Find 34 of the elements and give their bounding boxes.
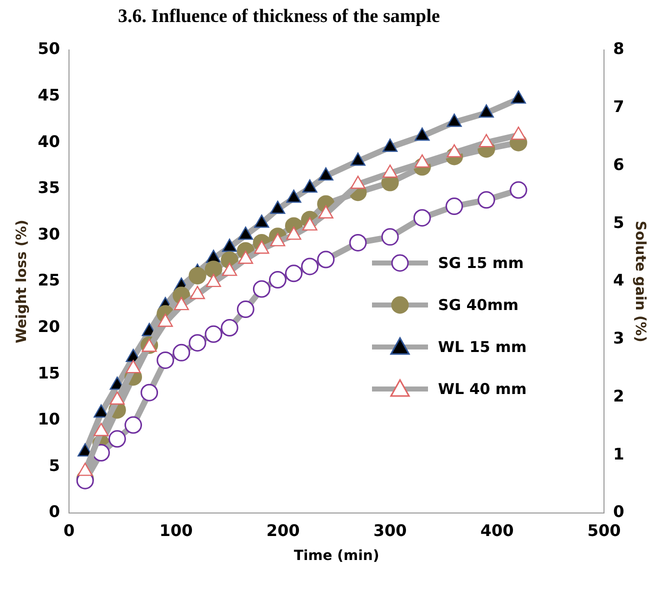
- legend-label: WL 15 mm: [438, 338, 527, 356]
- chart-title: 3.6. Influence of thickness of the sample: [118, 6, 440, 28]
- y-tick-label: 45: [38, 85, 60, 104]
- y-tick-label: 5: [48, 456, 60, 475]
- x-tick-label: 400: [480, 520, 514, 540]
- x-tick-label: 300: [373, 520, 407, 540]
- y2-tick-label: 6: [613, 154, 624, 174]
- y-tick-label: 0: [48, 502, 60, 522]
- y2-tick-label: 4: [613, 270, 624, 290]
- y-tick-label: 40: [38, 132, 60, 151]
- y2-tick-label: 1: [613, 444, 624, 464]
- y-tick-label: 25: [38, 270, 60, 290]
- y-axis-title: Weight loss (%): [14, 220, 30, 344]
- legend-label: WL 40 mm: [438, 380, 527, 398]
- y-tick-label: 15: [38, 363, 60, 382]
- y2-axis-title: Solute gain (%): [632, 220, 648, 342]
- x-tick-label: 500: [587, 520, 621, 540]
- x-axis-title: Time (min): [294, 548, 380, 564]
- y2-tick-label: 7: [613, 97, 624, 116]
- y-tick-label: 20: [38, 316, 60, 336]
- x-tick-label: 200: [266, 520, 300, 540]
- y2-tick-label: 8: [613, 39, 624, 58]
- x-tick-label: 0: [63, 520, 75, 540]
- y2-tick-label: 5: [613, 212, 624, 232]
- y-tick-label: 35: [38, 178, 60, 198]
- y2-tick-label: 2: [613, 386, 624, 406]
- y2-tick-label: 0: [613, 502, 624, 522]
- y-tick-label: 10: [38, 410, 60, 429]
- y2-tick-label: 3: [613, 328, 624, 348]
- y-tick-label: 30: [38, 224, 60, 244]
- legend-label: SG 40mm: [438, 296, 518, 314]
- x-tick-label: 100: [159, 520, 193, 540]
- y-tick-label: 50: [38, 39, 60, 58]
- legend-label: SG 15 mm: [438, 254, 524, 272]
